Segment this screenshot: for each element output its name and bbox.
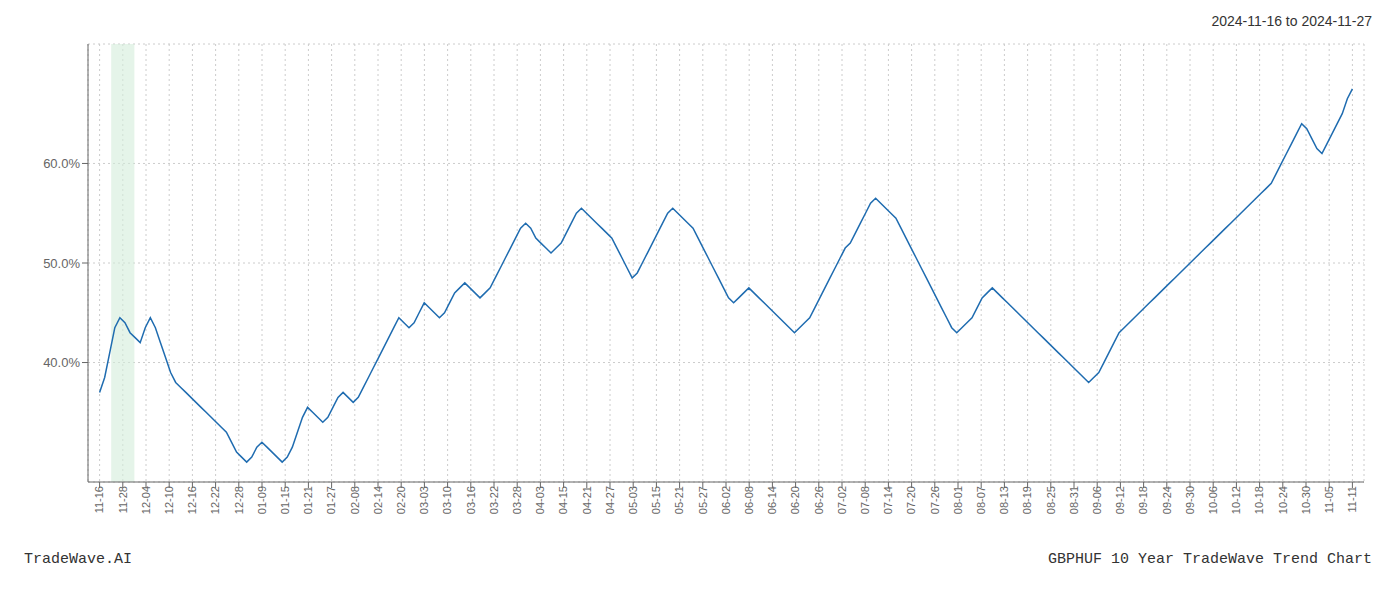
svg-text:01-21: 01-21 [302, 486, 314, 514]
svg-text:50.0%: 50.0% [43, 256, 80, 271]
svg-text:08-31: 08-31 [1068, 486, 1080, 514]
svg-text:06-08: 06-08 [743, 486, 755, 514]
svg-text:12-22: 12-22 [209, 486, 221, 514]
svg-text:12-04: 12-04 [140, 486, 152, 514]
svg-text:08-01: 08-01 [952, 486, 964, 514]
svg-text:11-05: 11-05 [1323, 486, 1335, 513]
svg-text:07-20: 07-20 [905, 486, 917, 514]
svg-text:12-16: 12-16 [186, 486, 198, 514]
svg-text:02-08: 02-08 [349, 486, 361, 514]
svg-text:60.0%: 60.0% [43, 156, 80, 171]
html-text:TradeWave.AI: TradeWave.AI [24, 550, 132, 568]
svg-text:10-24: 10-24 [1277, 486, 1289, 514]
svg-text:01-09: 01-09 [256, 486, 268, 514]
svg-text:02-20: 02-20 [395, 486, 407, 514]
svg-text:12-10: 12-10 [163, 486, 175, 514]
svg-text:01-27: 01-27 [325, 486, 337, 514]
svg-text:06-20: 06-20 [789, 486, 801, 514]
svg-text:05-03: 05-03 [627, 486, 639, 514]
svg-text:06-26: 06-26 [813, 486, 825, 514]
svg-text:03-03: 03-03 [418, 486, 430, 514]
svg-text:08-13: 08-13 [998, 486, 1010, 514]
svg-text:06-02: 06-02 [720, 486, 732, 514]
svg-text:07-02: 07-02 [836, 486, 848, 514]
svg-text:11-11: 11-11 [1346, 486, 1358, 513]
svg-text:07-26: 07-26 [929, 486, 941, 514]
svg-text:08-25: 08-25 [1045, 486, 1057, 514]
svg-text:09-06: 09-06 [1091, 486, 1103, 514]
svg-text:10-30: 10-30 [1300, 486, 1312, 514]
svg-text:03-28: 03-28 [511, 486, 523, 514]
svg-text:06-14: 06-14 [766, 486, 778, 514]
svg-text:09-30: 09-30 [1184, 486, 1196, 514]
svg-text:05-21: 05-21 [673, 486, 685, 514]
svg-text:08-07: 08-07 [975, 486, 987, 514]
svg-text:01-15: 01-15 [279, 486, 291, 514]
svg-text:40.0%: 40.0% [43, 355, 80, 370]
svg-text:03-16: 03-16 [465, 486, 477, 514]
svg-text:02-14: 02-14 [372, 486, 384, 514]
svg-text:04-15: 04-15 [557, 486, 569, 514]
svg-text:12-28: 12-28 [233, 486, 245, 514]
svg-text:09-12: 09-12 [1114, 486, 1126, 514]
svg-text:04-21: 04-21 [581, 486, 593, 514]
html-text:GBPHUF 10 Year TradeWave Trend: GBPHUF 10 Year TradeWave Trend Chart [1047, 550, 1372, 568]
svg-text:08-19: 08-19 [1021, 486, 1033, 514]
svg-text:04-03: 04-03 [534, 486, 546, 514]
svg-text:07-08: 07-08 [859, 486, 871, 514]
svg-text:04-27: 04-27 [604, 486, 616, 514]
svg-text:05-27: 05-27 [697, 486, 709, 514]
svg-text:03-22: 03-22 [488, 486, 500, 514]
svg-text:07-14: 07-14 [882, 486, 894, 514]
svg-text:10-18: 10-18 [1253, 486, 1265, 514]
svg-text:09-18: 09-18 [1137, 486, 1149, 514]
svg-text:03-10: 03-10 [441, 486, 453, 514]
svg-text:09-24: 09-24 [1161, 486, 1173, 514]
svg-text:10-12: 10-12 [1230, 486, 1242, 514]
svg-text:10-06: 10-06 [1207, 486, 1219, 514]
svg-text:11-16: 11-16 [93, 486, 105, 513]
svg-text:05-15: 05-15 [650, 486, 662, 514]
svg-text:11-28: 11-28 [117, 486, 129, 513]
html-text:2024-11-16 to 2024-11-27: 2024-11-16 to 2024-11-27 [1211, 13, 1372, 29]
